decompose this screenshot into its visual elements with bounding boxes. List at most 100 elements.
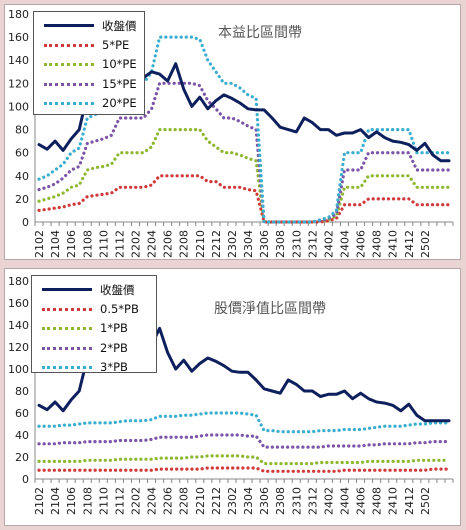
x-tick-label: 2412	[403, 230, 416, 258]
legend-swatch	[42, 346, 92, 350]
series-line-3	[37, 81, 451, 224]
legend-swatch	[42, 327, 92, 330]
legend-item: 0.5*PB	[32, 300, 156, 320]
x-tick-label: 2210	[194, 487, 207, 515]
x-tick-label: 2102	[33, 487, 46, 515]
y-tick-label: 160	[8, 31, 29, 44]
series-line-3	[37, 433, 451, 449]
pe-legend: 收盤價 5*PE 10*PE 15*PE 20*PE	[33, 11, 145, 115]
legend-swatch	[42, 366, 92, 369]
legend-swatch	[42, 288, 92, 291]
x-tick-label: 2108	[81, 487, 94, 515]
chart-title: 本益比區間帶	[218, 25, 302, 41]
x-tick-label: 2402	[322, 487, 335, 515]
x-tick-label: 2106	[65, 487, 78, 515]
legend-label: 0.5*PB	[100, 301, 139, 316]
legend-swatch	[44, 63, 94, 66]
y-tick-label: 120	[8, 77, 29, 90]
legend-label: 20*PE	[102, 96, 137, 110]
x-tick-label: 2410	[387, 230, 400, 258]
series-line-2	[37, 127, 451, 224]
x-tick-label: 2104	[49, 487, 62, 515]
legend-item: 15*PE	[34, 75, 144, 95]
legend-label: 收盤價	[100, 283, 135, 297]
x-tick-label: 2406	[355, 230, 368, 258]
x-tick-label: 2402	[322, 230, 335, 258]
x-tick-label: 2304	[242, 230, 255, 258]
y-tick-label: 120	[8, 341, 29, 354]
legend-label: 1*PB	[100, 321, 128, 335]
x-tick-label: 2412	[403, 487, 416, 515]
x-tick-label: 2308	[274, 487, 287, 515]
x-tick-label: 2208	[178, 230, 191, 258]
x-tick-label: 2206	[162, 230, 175, 258]
legend-label: 收盤價	[102, 19, 137, 33]
x-tick-label: 2206	[162, 487, 175, 515]
series-line-4	[37, 35, 451, 224]
legend-item: 收盤價	[34, 16, 144, 36]
x-tick-label: 2204	[146, 487, 159, 515]
x-tick-label: 2310	[290, 230, 303, 258]
x-tick-label: 2208	[178, 487, 191, 515]
x-tick-label: 2212	[210, 230, 223, 258]
x-tick-label: 2112	[113, 487, 126, 515]
x-tick-label: 2304	[242, 487, 255, 515]
x-tick-label: 2312	[306, 230, 319, 258]
series-line-2	[37, 454, 451, 466]
y-tick-label: 20	[15, 451, 29, 464]
x-tick-label: 2110	[97, 487, 110, 515]
x-tick-label: 2106	[65, 230, 78, 258]
pb-band-chart: 0 20 40 60 80 100 120 140 160 180 2102 2104 2106 2108…	[8, 275, 454, 515]
x-tick-label: 2104	[49, 230, 62, 258]
legend-swatch	[44, 82, 94, 86]
y-tick-label: 180	[8, 8, 29, 21]
x-tick-label: 2404	[338, 230, 351, 258]
x-tick-label: 2204	[146, 230, 159, 258]
pb-legend: 收盤價 0.5*PB 1*PB 2*PB 3*PB	[31, 275, 157, 374]
x-tick-label: 2302	[226, 230, 239, 258]
legend-item: 收盤價	[32, 280, 156, 300]
legend-item: 3*PB	[32, 358, 156, 378]
y-tick-label: 0	[22, 473, 29, 486]
y-tick-label: 180	[8, 275, 29, 288]
legend-label: 2*PB	[100, 340, 128, 355]
legend-item: 2*PB	[32, 339, 156, 359]
y-tick-label: 60	[15, 147, 29, 160]
legend-label: 10*PE	[102, 57, 137, 71]
x-tick-label: 2112	[113, 230, 126, 258]
y-tick-label: 140	[8, 54, 29, 67]
x-tick-label: 2310	[290, 487, 303, 515]
y-tick-label: 100	[8, 100, 29, 113]
y-tick-label: 60	[15, 407, 29, 420]
x-tick-label: 2306	[258, 487, 271, 515]
legend-item: 5*PE	[34, 36, 144, 56]
x-tick-label: 2502	[419, 230, 432, 258]
y-tick-label: 100	[8, 363, 29, 376]
pe-band-chart-panel: 0 20 40 60 80 100 120 140 160 180 2102 2104 2106 2108…	[4, 4, 461, 260]
x-tick-label: 2404	[338, 487, 351, 515]
x-tick-label: 2408	[371, 487, 384, 515]
x-tick-label: 2406	[355, 487, 368, 515]
legend-swatch	[44, 102, 94, 105]
legend-item: 20*PE	[34, 94, 144, 114]
x-tick-label: 2212	[210, 487, 223, 515]
legend-swatch	[44, 43, 94, 47]
x-tick-label: 2110	[97, 230, 110, 258]
legend-label: 3*PB	[100, 360, 128, 374]
x-tick-label: 2408	[371, 230, 384, 258]
x-tick-label: 2308	[274, 230, 287, 258]
x-tick-label: 2108	[81, 230, 94, 258]
x-tick-label: 2410	[387, 487, 400, 515]
legend-swatch	[44, 24, 94, 27]
legend-label: 15*PE	[102, 76, 137, 91]
y-tick-label: 160	[8, 297, 29, 310]
legend-item: 1*PB	[32, 319, 156, 339]
x-tick-label: 2202	[129, 487, 142, 515]
series-line-1	[37, 466, 451, 473]
y-tick-label: 0	[22, 216, 29, 229]
x-tick-label: 2306	[258, 230, 271, 258]
y-tick-label: 20	[15, 193, 29, 206]
x-tick-label: 2502	[419, 487, 432, 515]
x-tick-label: 2312	[306, 487, 319, 515]
x-tick-label: 2210	[194, 230, 207, 258]
